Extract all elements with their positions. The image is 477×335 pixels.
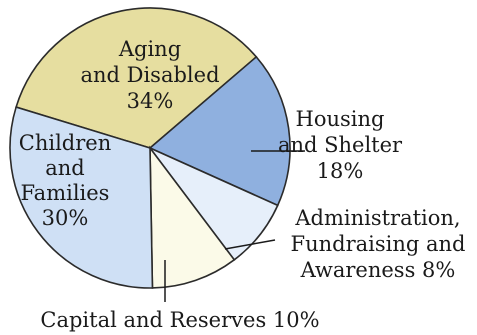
slice-label-line: Administration, [294, 206, 460, 230]
pie-slice-capital-and-reserves [149, 145, 236, 289]
slice-label-line: Families [21, 181, 110, 205]
slice-label-line: Capital and Reserves 10% [40, 308, 319, 332]
labels-layer: Aging and Disabled 34% Housing and Shelter 18… [19, 37, 466, 332]
slice-label-line: 30% [42, 206, 89, 230]
slice-label-line: 18% [317, 159, 364, 183]
slice-label-housing-and-shelter: Housing and Shelter 18% [278, 107, 403, 183]
slice-label-line: and Shelter [278, 133, 403, 157]
leader-line-administration-fundraising-and-awareness [224, 239, 276, 250]
pie-slice-housing-and-shelter [148, 55, 291, 207]
pie-slice-children-and-families [9, 106, 154, 289]
slice-label-line: Awareness 8% [300, 258, 456, 282]
slice-label-line: 34% [127, 89, 174, 113]
slice-label-children-and-families: Children and Families 30% [19, 131, 111, 230]
pie-slice-aging-and-disabled [15, 7, 258, 149]
slice-label-aging-and-disabled: Aging and Disabled 34% [80, 37, 219, 113]
slice-label-line: Housing [296, 107, 385, 131]
slice-label-capital-and-reserves: Capital and Reserves 10% [40, 308, 319, 332]
slice-label-line: Aging [118, 37, 181, 61]
slice-label-line: Children [19, 131, 111, 155]
slice-label-line: and Disabled [80, 63, 219, 87]
slice-label-administration-fundraising-and-awareness: Administration, Fundraising and Awareness … [291, 206, 466, 282]
leaders-layer [164, 150, 305, 302]
slice-label-line: and [45, 156, 85, 180]
slice-label-line: Fundraising and [291, 232, 466, 256]
slices-layer [9, 7, 291, 289]
